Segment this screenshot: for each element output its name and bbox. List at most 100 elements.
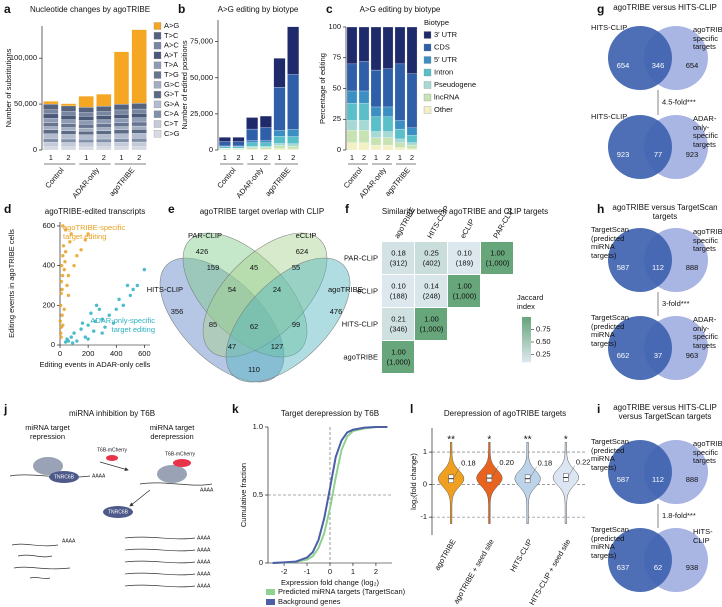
legend-title: Biotype [424, 18, 449, 27]
chart-title: agoTRIBE target overlap with CLIP [200, 207, 325, 216]
point [75, 339, 79, 343]
label-box: TargetScan (predicted miRNA targets) [591, 526, 629, 560]
point [69, 335, 73, 339]
bar-segment [394, 147, 406, 151]
set-label: TargetScan (predicted miRNA targets) [591, 526, 629, 560]
legend-swatch [266, 589, 275, 595]
x-tick-label: agoTRIBE + seed site [451, 537, 495, 605]
point [80, 321, 85, 325]
arrow [99, 461, 129, 472]
legend-swatch [153, 41, 162, 50]
point [66, 293, 71, 298]
y-tick-label: -1 [420, 512, 427, 521]
region-count: 37 [654, 351, 662, 360]
cell-value: 1.00 [490, 248, 505, 257]
y-tick-label: 400 [42, 261, 55, 270]
y-axis-label: Editing events in agoTRIBE cells [7, 229, 16, 338]
bar-segment [43, 103, 59, 110]
bar-segment [78, 146, 94, 151]
set-circle [608, 115, 672, 179]
point [86, 232, 90, 236]
panel-letter: k [232, 402, 239, 416]
set-label: TargetScan (predicted miRNA targets) [591, 314, 629, 348]
x-tick-label: HITS-CLIP + seed site [527, 537, 572, 606]
bar-segment [131, 103, 147, 110]
x-tick-label: -2 [281, 567, 288, 576]
polya: AAAA [197, 559, 211, 565]
bar-segment [78, 131, 94, 135]
region-count: 110 [248, 365, 260, 374]
panel-letter: d [4, 202, 11, 216]
bar-segment [358, 142, 370, 151]
cell [382, 242, 414, 274]
bar-segment [78, 96, 94, 108]
bar-segment [394, 120, 406, 130]
bar-segment [131, 113, 147, 118]
bar-segment [78, 124, 94, 129]
colorbar-step [522, 359, 531, 363]
bar-segment [287, 136, 300, 144]
bar-segment [60, 123, 77, 128]
mrna [9, 474, 91, 478]
point [83, 335, 88, 339]
label-box: HITS-CLIP [591, 113, 627, 121]
colorbar-step [522, 355, 531, 358]
bar-segment [394, 26, 406, 65]
bar-segment [406, 73, 418, 128]
point [65, 337, 69, 341]
label-box: TargetScan (predicted miRNA targets) [591, 226, 629, 260]
legend-label: Predicted miRNA targets (TargetScan) [278, 587, 406, 596]
bar-segment [218, 148, 231, 150]
point [111, 321, 116, 325]
region-count: 24 [273, 285, 281, 294]
point [94, 303, 99, 308]
label-box: TargetScan (predicted miRNA targets) [591, 438, 629, 472]
region-count: 45 [250, 263, 258, 272]
bar-segment [273, 58, 286, 88]
bar-segment [96, 138, 112, 143]
legend-swatch [153, 81, 162, 89]
point [93, 319, 97, 323]
region-count: 476 [330, 307, 343, 316]
legend-swatch [423, 43, 432, 52]
ago [33, 457, 63, 475]
bar-segment [131, 108, 147, 114]
annotation: 3-fold*** [662, 299, 690, 308]
set-label: agoTRIBE-specific targets [693, 228, 722, 254]
region-count: 356 [171, 307, 184, 316]
set-label: agoTRIBE-specific targets [693, 26, 722, 52]
point [61, 254, 65, 258]
y-tick-label: 100,000 [10, 53, 37, 62]
bar-segment [113, 126, 130, 131]
set-circle [608, 440, 672, 504]
chart-title: A>G editing by biotype [360, 5, 441, 14]
diagram-j: j miRNA inhibition by T6B miRNA target r… [3, 402, 214, 589]
violin [476, 442, 503, 524]
bar-segment [96, 127, 112, 131]
x-tick-label: 400 [110, 349, 123, 358]
legend-swatch [153, 71, 162, 79]
bar-segment [382, 137, 394, 146]
set-ellipse [159, 257, 285, 383]
region-count: 654 [617, 61, 630, 70]
y-axis-label: Cumulative fraction [239, 463, 248, 527]
cell [382, 341, 414, 373]
colorbar-step [522, 337, 531, 340]
bar-segment [370, 116, 382, 132]
bar-segment [96, 142, 112, 148]
point [59, 331, 63, 335]
bar-segment [370, 106, 382, 117]
region-count: 426 [196, 247, 209, 256]
point [107, 313, 111, 317]
x-tick-label: agoTRIBE [432, 537, 457, 571]
colorbar-step [522, 323, 531, 327]
y-tick-label: 0 [51, 340, 55, 349]
label-box: ADAR-only-specific targets [693, 115, 718, 149]
bar-segment [358, 130, 370, 143]
point [121, 303, 125, 308]
cell [382, 308, 414, 340]
cell-value: 0.10 [391, 281, 406, 290]
colorbar-label: Jaccard index [517, 294, 544, 311]
point [59, 291, 63, 296]
legend-label: 5′ UTR [434, 55, 458, 64]
